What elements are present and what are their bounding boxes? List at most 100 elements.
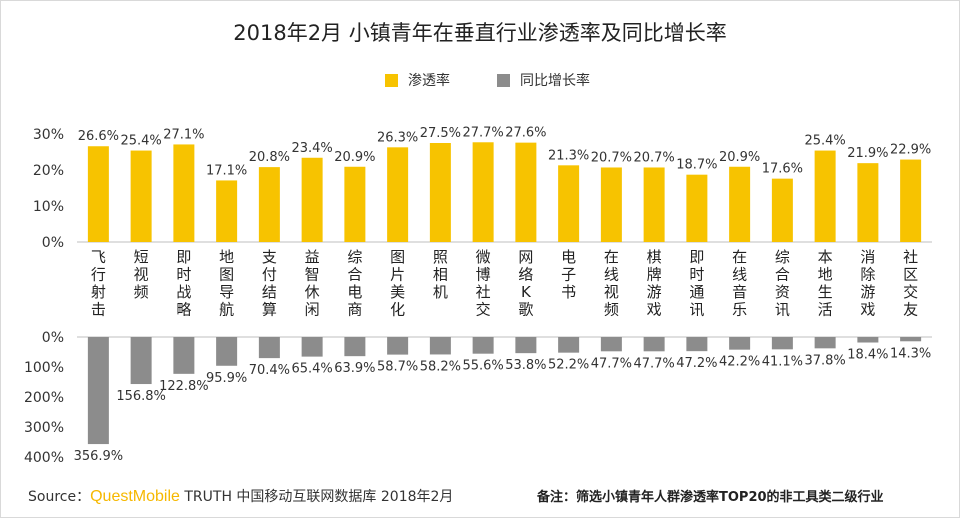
y-tick-label-top: 0% bbox=[42, 235, 64, 251]
growth-bar bbox=[515, 337, 537, 354]
growth-bar bbox=[387, 337, 409, 355]
growth-value-label: 156.8% bbox=[116, 389, 166, 404]
growth-bar bbox=[258, 337, 280, 359]
penetration-bar bbox=[173, 144, 195, 242]
penetration-value-label: 27.6% bbox=[505, 126, 546, 141]
penetration-value-label: 25.4% bbox=[120, 134, 161, 149]
penetration-bar bbox=[686, 174, 708, 242]
growth-value-label: 53.8% bbox=[505, 358, 546, 373]
growth-value-label: 18.4% bbox=[847, 348, 888, 363]
penetration-bar bbox=[216, 180, 238, 242]
chart-title: 2018年2月 小镇青年在垂直行业渗透率及同比增长率 bbox=[233, 21, 727, 45]
category-label: 支付结算 bbox=[262, 248, 277, 319]
growth-value-label: 41.1% bbox=[762, 354, 803, 369]
y-tick-label-bottom: 400% bbox=[24, 450, 64, 466]
penetration-value-label: 20.7% bbox=[633, 150, 674, 165]
growth-value-label: 47.2% bbox=[676, 356, 717, 371]
penetration-value-label: 27.5% bbox=[420, 126, 461, 141]
penetration-bar bbox=[258, 167, 280, 242]
growth-bar bbox=[814, 337, 836, 349]
category-label: 即时战略 bbox=[176, 248, 191, 319]
growth-bar bbox=[857, 337, 879, 343]
penetration-bar bbox=[900, 159, 922, 242]
y-tick-label-top: 20% bbox=[33, 163, 64, 179]
penetration-bar bbox=[515, 142, 537, 242]
penetration-value-label: 26.3% bbox=[377, 130, 418, 145]
category-label: 综合资讯 bbox=[775, 248, 790, 319]
growth-value-label: 58.2% bbox=[420, 359, 461, 374]
penetration-value-label: 23.4% bbox=[291, 141, 332, 156]
source-footer: Source：QuestMobile TRUTH 中国移动互联网数据库 2018… bbox=[28, 486, 453, 506]
penetration-value-label: 21.9% bbox=[847, 146, 888, 161]
source-rest: TRUTH 中国移动互联网数据库 2018年2月 bbox=[179, 489, 454, 505]
growth-value-label: 65.4% bbox=[291, 362, 332, 377]
category-label: 网络 K 歌 bbox=[518, 248, 533, 319]
source-prefix: Source： bbox=[28, 489, 91, 505]
penetration-value-label: 27.7% bbox=[462, 125, 503, 140]
penetration-value-label: 17.6% bbox=[762, 162, 803, 177]
legend-penetration: 渗透率 bbox=[385, 70, 450, 90]
legend-label-growth: 同比增长率 bbox=[520, 73, 590, 89]
growth-value-label: 55.6% bbox=[462, 359, 503, 374]
y-tick-label-bottom: 0% bbox=[42, 330, 64, 346]
penetration-bar bbox=[344, 166, 366, 242]
category-label: 即时通讯 bbox=[689, 248, 704, 319]
y-tick-label-bottom: 200% bbox=[24, 390, 64, 406]
penetration-bar bbox=[87, 146, 109, 242]
penetration-value-label: 25.4% bbox=[804, 134, 845, 149]
category-label: 飞行射击 bbox=[91, 248, 106, 319]
penetration-bar bbox=[558, 165, 580, 242]
penetration-bar bbox=[429, 143, 451, 242]
penetration-bar bbox=[814, 150, 836, 242]
growth-value-label: 14.3% bbox=[890, 346, 931, 361]
penetration-bar bbox=[130, 150, 152, 242]
growth-value-label: 52.2% bbox=[548, 358, 589, 373]
growth-value-label: 356.9% bbox=[74, 449, 124, 464]
penetration-bar bbox=[472, 142, 494, 242]
category-label: 在线视频 bbox=[604, 248, 619, 319]
penetration-value-label: 20.8% bbox=[249, 150, 290, 165]
legend-growth: 同比增长率 bbox=[497, 70, 590, 90]
growth-value-label: 63.9% bbox=[334, 361, 375, 376]
penetration-value-label: 20.7% bbox=[591, 150, 632, 165]
growth-bar bbox=[771, 337, 793, 350]
source-brand: QuestMobile bbox=[90, 488, 180, 505]
category-label: 消除游戏 bbox=[860, 248, 875, 319]
footnote: 备注：筛选小镇青年人群渗透率TOP20的非工具类二级行业 bbox=[537, 490, 884, 505]
growth-bar bbox=[130, 337, 152, 385]
penetration-bar bbox=[857, 163, 879, 242]
penetration-bar bbox=[387, 147, 409, 242]
legend-swatch-penetration bbox=[385, 73, 398, 87]
growth-bar bbox=[472, 337, 494, 354]
category-label: 本地生活 bbox=[818, 248, 833, 319]
growth-bar bbox=[686, 337, 708, 352]
growth-bar bbox=[216, 337, 238, 366]
growth-bar bbox=[87, 337, 109, 445]
category-label: 综合电商 bbox=[347, 248, 362, 319]
category-label: 地图导航 bbox=[219, 248, 234, 319]
penetration-bar bbox=[771, 178, 793, 242]
legend-swatch-growth bbox=[497, 73, 510, 87]
penetration-value-label: 17.1% bbox=[206, 163, 247, 178]
penetration-value-label: 26.6% bbox=[78, 129, 119, 144]
penetration-value-label: 20.9% bbox=[719, 150, 760, 165]
growth-value-label: 122.8% bbox=[159, 379, 209, 394]
growth-bar bbox=[900, 337, 922, 342]
category-label: 短视频 bbox=[134, 248, 149, 301]
category-label: 图片美化 bbox=[390, 248, 405, 319]
growth-bar bbox=[301, 337, 323, 357]
growth-value-label: 42.2% bbox=[719, 355, 760, 370]
penetration-value-label: 21.3% bbox=[548, 148, 589, 163]
penetration-value-label: 22.9% bbox=[890, 143, 931, 158]
penetration-bar bbox=[643, 167, 665, 242]
growth-bar bbox=[429, 337, 451, 355]
category-label: 微博社交 bbox=[476, 248, 491, 319]
category-label: 照相机 bbox=[433, 248, 448, 301]
penetration-value-label: 18.7% bbox=[676, 158, 717, 173]
y-tick-label-top: 10% bbox=[33, 199, 64, 215]
growth-value-label: 70.4% bbox=[249, 363, 290, 378]
growth-bar bbox=[558, 337, 580, 353]
growth-value-label: 47.7% bbox=[633, 356, 674, 371]
growth-value-label: 47.7% bbox=[591, 356, 632, 371]
